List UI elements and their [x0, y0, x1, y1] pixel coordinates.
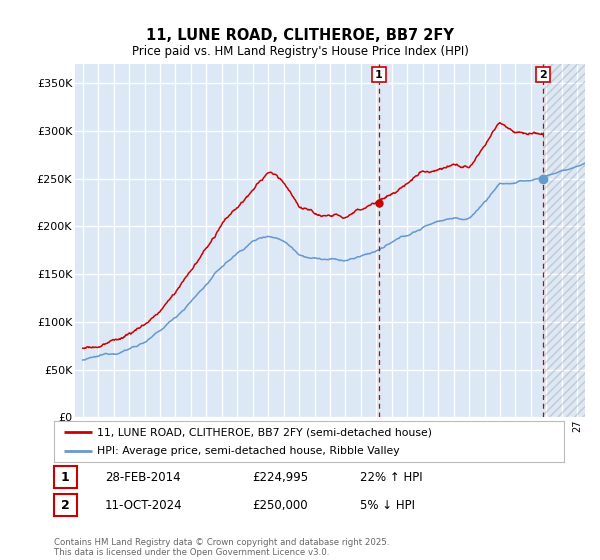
Text: 28-FEB-2014: 28-FEB-2014	[105, 470, 181, 484]
Text: 11-OCT-2024: 11-OCT-2024	[105, 498, 182, 512]
Text: Price paid vs. HM Land Registry's House Price Index (HPI): Price paid vs. HM Land Registry's House …	[131, 45, 469, 58]
Text: 2: 2	[61, 498, 70, 512]
Text: £224,995: £224,995	[252, 470, 308, 484]
Text: 1: 1	[61, 470, 70, 484]
Text: HPI: Average price, semi-detached house, Ribble Valley: HPI: Average price, semi-detached house,…	[97, 446, 400, 456]
Bar	[543, 64, 585, 417]
Text: 11, LUNE ROAD, CLITHEROE, BB7 2FY (semi-detached house): 11, LUNE ROAD, CLITHEROE, BB7 2FY (semi-…	[97, 427, 433, 437]
Text: 5% ↓ HPI: 5% ↓ HPI	[360, 498, 415, 512]
Text: Contains HM Land Registry data © Crown copyright and database right 2025.
This d: Contains HM Land Registry data © Crown c…	[54, 538, 389, 557]
Bar	[543, 64, 585, 417]
Text: 1: 1	[375, 69, 383, 80]
Text: £250,000: £250,000	[252, 498, 308, 512]
Text: 11, LUNE ROAD, CLITHEROE, BB7 2FY: 11, LUNE ROAD, CLITHEROE, BB7 2FY	[146, 28, 454, 43]
Text: 22% ↑ HPI: 22% ↑ HPI	[360, 470, 422, 484]
Text: 2: 2	[539, 69, 547, 80]
